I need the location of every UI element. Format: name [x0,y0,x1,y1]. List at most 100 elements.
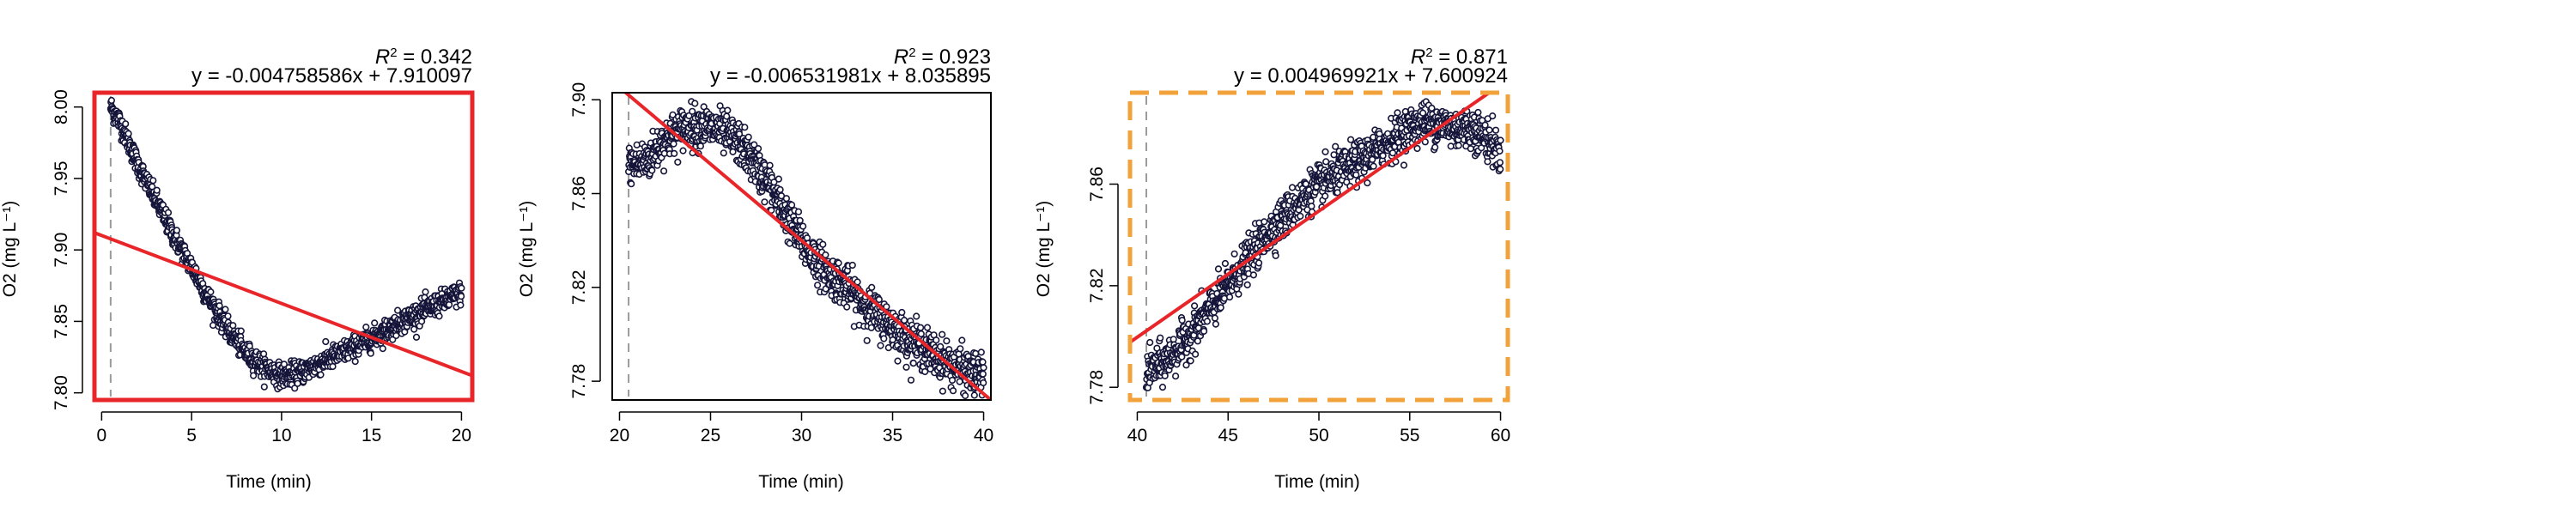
equation-2: y = -0.006531981x + 8.035895 [710,64,991,88]
panel-1: R2 = 0.342 y = -0.004758586x + 7.910097 … [0,45,475,492]
data-point [457,293,465,300]
data-point [900,317,908,324]
data-point [939,330,946,338]
data-point [229,322,237,330]
data-point [394,306,402,314]
data-point [367,349,374,357]
data-point [961,391,969,400]
data-point [948,376,957,385]
data-point [294,379,301,387]
data-point [1481,121,1489,129]
data-point [648,167,656,174]
y-axis-label-1: O2 (mg L⁻¹) [0,201,20,298]
data-point [1221,259,1229,268]
plot-area-2: 20 25 30 35 40 7.78 7.82 7.86 7.90 [569,82,993,445]
data-point [1346,136,1355,143]
data-point [671,149,678,157]
data-point [729,148,737,155]
y-axis-label-2: O2 (mg L⁻¹) [517,201,537,298]
data-point [980,364,987,372]
data-point [970,391,978,399]
data-point [1474,108,1482,117]
data-point [877,342,884,349]
data-point [435,312,443,320]
x-tick-label-2: 40 [974,426,993,445]
data-point [1352,171,1360,179]
data-point [958,336,966,344]
data-point [670,140,677,148]
data-point [1212,320,1219,328]
data-point [1261,218,1268,226]
data-point [458,284,465,292]
r2-symbol-2: R [894,45,908,69]
data-point [1431,143,1439,151]
r2-annotation-3: R2 = 0.871 [1411,45,1508,70]
data-point [943,337,951,345]
data-point [822,251,829,259]
data-point [770,179,778,186]
data-points-1 [106,96,465,393]
data-point [1235,290,1242,298]
data-point [980,379,987,387]
data-point [1171,373,1180,380]
data-point [799,222,807,230]
data-point [412,333,421,342]
r2-value-1: = 0.342 [398,45,472,69]
data-point [1332,142,1340,150]
data-point [883,303,890,311]
x-tick-label-1: 5 [186,426,197,445]
y-axis-1: 7.80 7.85 7.90 7.95 8.00 [52,89,83,410]
data-point [979,370,987,378]
r2-superscript-3: 2 [1425,45,1432,60]
data-point [1496,159,1504,167]
regression-line-2 [623,93,991,400]
data-point [164,209,173,216]
x-tick-label-1: 20 [452,426,471,445]
data-point [956,378,963,385]
data-point [766,161,774,169]
data-point [720,149,727,157]
data-point [224,312,232,320]
x-tick-label-1: 15 [361,426,381,445]
data-point [1497,166,1504,173]
data-point [957,345,964,353]
r2-value-2: = 0.923 [916,45,991,69]
data-point [875,295,883,304]
data-point [1203,318,1211,325]
data-point [835,259,842,267]
data-point [813,282,822,289]
data-point [351,358,359,366]
y-tick-label-2: 7.78 [569,364,589,399]
data-point [1288,184,1297,191]
x-tick-label-3: 55 [1400,426,1419,445]
data-point [1485,126,1493,134]
y-tick-label-1: 7.85 [52,304,71,339]
r2-value-3: = 0.871 [1433,45,1508,69]
data-point [848,261,856,270]
data-point [317,371,325,379]
data-point [1161,372,1169,380]
data-point [1200,327,1208,336]
y-axis-label-3: O2 (mg L⁻¹) [1034,201,1054,298]
y-axis-2: 7.78 7.82 7.86 7.90 [569,82,601,399]
data-point [250,372,258,379]
regression-line-3 [1130,93,1492,344]
y-tick-label-1: 7.80 [52,375,71,410]
data-point [125,130,132,137]
data-point [794,208,803,215]
data-point [796,216,804,224]
x-tick-label-2: 20 [610,426,629,445]
data-point [107,96,115,105]
data-point [1146,338,1154,347]
y-tick-label-1: 8.00 [52,89,71,124]
data-point [782,195,791,203]
y-axis-3: 7.78 7.82 7.86 [1087,167,1119,405]
data-point [744,133,752,141]
data-point [754,145,762,153]
data-point [659,167,668,175]
data-point [979,358,987,366]
data-point [1211,314,1218,322]
data-point [674,158,682,166]
r2-symbol-3: R [1411,45,1425,69]
